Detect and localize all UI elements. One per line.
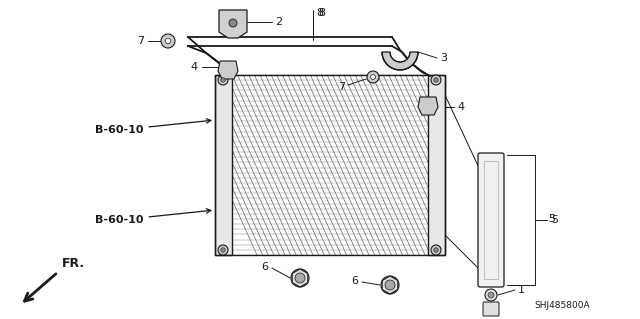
Text: FR.: FR. [62,257,85,270]
Text: B-60-10: B-60-10 [95,119,211,135]
Circle shape [488,292,494,298]
Text: B-60-10: B-60-10 [95,209,211,225]
Circle shape [434,78,438,82]
Polygon shape [418,97,438,115]
FancyBboxPatch shape [478,153,504,287]
Circle shape [485,289,497,301]
FancyBboxPatch shape [483,302,499,316]
Text: 3: 3 [440,53,447,63]
Polygon shape [292,269,308,287]
Circle shape [161,34,175,48]
Bar [428,75,445,255]
Circle shape [221,78,225,82]
Circle shape [371,75,376,79]
Text: SHJ485800A: SHJ485800A [534,300,590,309]
Circle shape [229,19,237,27]
Polygon shape [218,61,238,79]
Text: 4: 4 [457,102,464,112]
Circle shape [367,71,379,83]
Circle shape [434,248,438,252]
Bar [215,75,445,255]
Text: 6: 6 [351,276,358,286]
Circle shape [385,280,395,290]
Circle shape [431,245,441,255]
Circle shape [165,38,171,44]
Text: 5: 5 [548,214,555,224]
Text: 6: 6 [261,262,268,272]
Circle shape [218,75,228,85]
Circle shape [431,75,441,85]
Text: 7: 7 [137,36,144,46]
Text: 4: 4 [191,62,198,72]
Text: 8: 8 [316,8,323,18]
Polygon shape [219,10,247,38]
Circle shape [218,245,228,255]
Polygon shape [382,52,418,70]
Bar [215,75,232,255]
Circle shape [295,273,305,283]
Text: 7: 7 [338,82,345,92]
Text: 8: 8 [318,8,325,18]
Text: 2: 2 [275,17,282,27]
Polygon shape [382,276,398,294]
Bar [484,161,498,279]
Circle shape [221,248,225,252]
Circle shape [291,269,309,287]
Text: 5: 5 [551,215,558,225]
Circle shape [381,276,399,294]
Text: 1: 1 [518,285,525,295]
